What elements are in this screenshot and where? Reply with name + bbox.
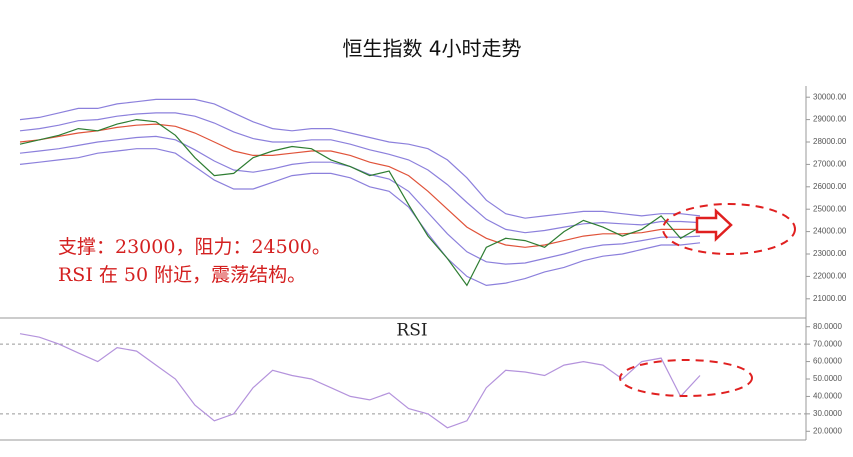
y-tick-label: 27000.00 bbox=[813, 160, 847, 169]
y-tick-label: 50.0000 bbox=[813, 374, 842, 383]
y-tick-label: 29000.00 bbox=[813, 115, 847, 124]
y-tick-label: 70.0000 bbox=[813, 339, 842, 348]
series-line bbox=[19, 112, 701, 234]
highlight-ellipse bbox=[662, 203, 796, 255]
annotation: 支撑：23000，阻力：24500。 bbox=[58, 236, 331, 258]
y-tick-label: 25000.00 bbox=[813, 204, 847, 213]
series-line bbox=[19, 333, 701, 429]
y-tick-label: 21000.00 bbox=[813, 294, 847, 303]
y-tick-label: 22000.00 bbox=[813, 272, 847, 281]
y-tick-label: 24000.00 bbox=[813, 227, 847, 236]
y-tick-label: 30000.00 bbox=[813, 92, 847, 101]
y-tick-label: 30.0000 bbox=[813, 409, 842, 418]
y-tick-label: 28000.00 bbox=[813, 137, 847, 146]
series-line bbox=[19, 148, 701, 287]
y-tick-label: 80.0000 bbox=[813, 322, 842, 331]
y-tick-label: 40.0000 bbox=[813, 392, 842, 401]
series-line bbox=[19, 118, 701, 287]
series-line bbox=[19, 123, 700, 248]
plot: 21000.00 22000.00 23000.00 24000.00 25000.00… bbox=[0, 92, 847, 435]
highlight-ellipse bbox=[619, 359, 753, 397]
y-tick-label: 60.0000 bbox=[813, 357, 842, 366]
series-line bbox=[19, 98, 701, 219]
y-tick-label: 26000.00 bbox=[813, 182, 847, 191]
y-tick-label: 20.0000 bbox=[813, 426, 842, 435]
chart-title: 恒生指数 4小时走势 bbox=[342, 37, 521, 61]
arrow bbox=[695, 208, 733, 242]
annotation: RSI 在 50 附近，震荡结构。 bbox=[58, 264, 306, 286]
rsi-title: RSI bbox=[396, 321, 427, 341]
y-tick-label: 23000.00 bbox=[813, 249, 847, 258]
